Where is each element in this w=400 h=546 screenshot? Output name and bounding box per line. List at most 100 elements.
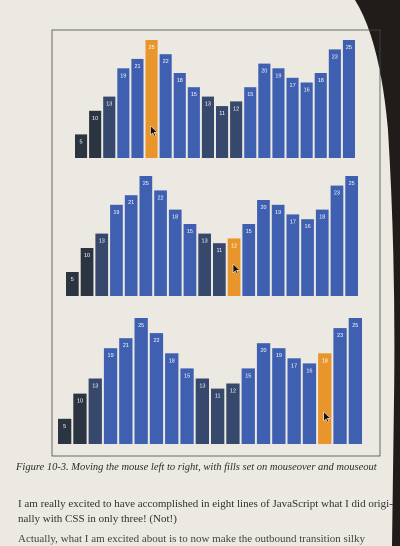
- bar-value-label: 20: [260, 348, 266, 354]
- bar[interactable]: [198, 233, 211, 296]
- bar[interactable]: [271, 204, 285, 296]
- bar[interactable]: [330, 185, 344, 296]
- bar[interactable]: [103, 348, 118, 444]
- bar-value-label: 15: [245, 373, 251, 379]
- bar-chart-3: 5 10 13 19 21 25 22 18 15 13 11 12 15 20 19 17 16 18 23 25: [58, 318, 362, 444]
- bar[interactable]: [95, 233, 109, 296]
- bar[interactable]: [73, 393, 87, 444]
- bar[interactable]: [201, 96, 214, 158]
- body-text-line-1: I am really excited to have accomplished…: [18, 498, 393, 510]
- bar[interactable]: [328, 49, 341, 158]
- bar[interactable]: [80, 248, 94, 296]
- bar[interactable]: [318, 353, 332, 444]
- bar-value-label: 22: [157, 195, 163, 201]
- bar-value-label: 20: [261, 69, 267, 75]
- bar-value-label: 12: [230, 389, 236, 395]
- bar[interactable]: [131, 58, 144, 158]
- bar[interactable]: [314, 73, 327, 158]
- bar[interactable]: [300, 82, 313, 159]
- bar[interactable]: [287, 358, 301, 444]
- bar[interactable]: [272, 68, 285, 158]
- bar[interactable]: [124, 195, 138, 296]
- bar-value-label: 21: [134, 64, 140, 70]
- bar[interactable]: [257, 200, 270, 296]
- bar[interactable]: [165, 353, 179, 444]
- bar[interactable]: [241, 368, 255, 444]
- bar[interactable]: [195, 378, 209, 445]
- bar-value-label: 25: [352, 323, 358, 329]
- bar[interactable]: [134, 318, 148, 444]
- bar[interactable]: [315, 209, 329, 296]
- bar[interactable]: [103, 96, 116, 158]
- bar-value-label: 11: [219, 111, 225, 117]
- bar[interactable]: [66, 272, 79, 296]
- bar[interactable]: [159, 54, 172, 159]
- bar[interactable]: [286, 77, 299, 158]
- bar[interactable]: [173, 73, 186, 158]
- bar-value-label: 22: [153, 338, 159, 344]
- bar-value-label: 17: [291, 363, 297, 369]
- bar[interactable]: [348, 318, 362, 444]
- bar[interactable]: [75, 134, 88, 158]
- bar[interactable]: [333, 328, 347, 444]
- bar[interactable]: [216, 106, 229, 158]
- bar-value-label: 18: [322, 358, 328, 364]
- bar[interactable]: [149, 333, 164, 444]
- bar-value-label: 10: [77, 399, 83, 405]
- bar-value-label: 19: [113, 210, 119, 216]
- bar-value-label: 17: [290, 219, 296, 225]
- bar[interactable]: [342, 40, 355, 158]
- bar[interactable]: [139, 176, 153, 296]
- bar[interactable]: [242, 224, 256, 296]
- bar-value-label: 5: [71, 277, 74, 283]
- bar-value-label: 20: [260, 205, 266, 211]
- bar[interactable]: [154, 190, 167, 296]
- bar[interactable]: [119, 338, 133, 444]
- bar-value-label: 19: [108, 353, 114, 359]
- bar[interactable]: [211, 388, 225, 444]
- bar[interactable]: [302, 363, 317, 444]
- bar[interactable]: [168, 209, 182, 296]
- bar[interactable]: [301, 219, 314, 296]
- bar-value-label: 13: [92, 384, 98, 390]
- bar[interactable]: [345, 176, 358, 296]
- bar[interactable]: [180, 368, 194, 444]
- bar-value-label: 25: [346, 45, 352, 51]
- bar[interactable]: [286, 214, 300, 296]
- bar-value-label: 15: [191, 92, 197, 98]
- bar-value-label: 12: [233, 106, 239, 112]
- bar[interactable]: [88, 378, 102, 445]
- bar-value-label: 5: [79, 139, 82, 145]
- bar-value-label: 18: [177, 78, 183, 84]
- bar[interactable]: [256, 343, 271, 444]
- bar[interactable]: [244, 87, 257, 158]
- figure-frame: [51, 29, 381, 457]
- bar-chart-2: 5 10 13 19 21 25 22 18 15 13 11 12 15 20 19 17 16 18 23 25: [66, 176, 358, 296]
- charts-container: 5 10 13 19 21 25 22 18 15 13 11 12 15 20 19 17 16 18 23 25 5…: [58, 40, 362, 444]
- bar[interactable]: [213, 243, 226, 296]
- bar-value-label: 25: [149, 45, 155, 51]
- bar[interactable]: [187, 87, 200, 158]
- bar-value-label: 23: [337, 333, 343, 339]
- bar-value-label: 11: [216, 248, 222, 254]
- bar[interactable]: [230, 101, 243, 158]
- bar[interactable]: [145, 40, 158, 158]
- body-text-line-3: Actually, what I am excited about is to …: [18, 533, 365, 545]
- bar-value-label: 16: [304, 88, 310, 94]
- bar[interactable]: [183, 224, 197, 296]
- bar-value-label: 16: [305, 224, 311, 230]
- bar-value-label: 18: [169, 358, 175, 364]
- bar[interactable]: [110, 204, 123, 296]
- bar[interactable]: [117, 68, 130, 158]
- bar-value-label: 19: [120, 73, 126, 79]
- bar-value-label: 22: [163, 59, 169, 65]
- bar[interactable]: [272, 348, 286, 444]
- bar[interactable]: [226, 383, 240, 445]
- bar-value-label: 13: [106, 102, 112, 108]
- bar-value-label: 25: [349, 181, 355, 187]
- bar[interactable]: [258, 63, 271, 158]
- bar[interactable]: [89, 110, 102, 158]
- bar[interactable]: [58, 418, 72, 444]
